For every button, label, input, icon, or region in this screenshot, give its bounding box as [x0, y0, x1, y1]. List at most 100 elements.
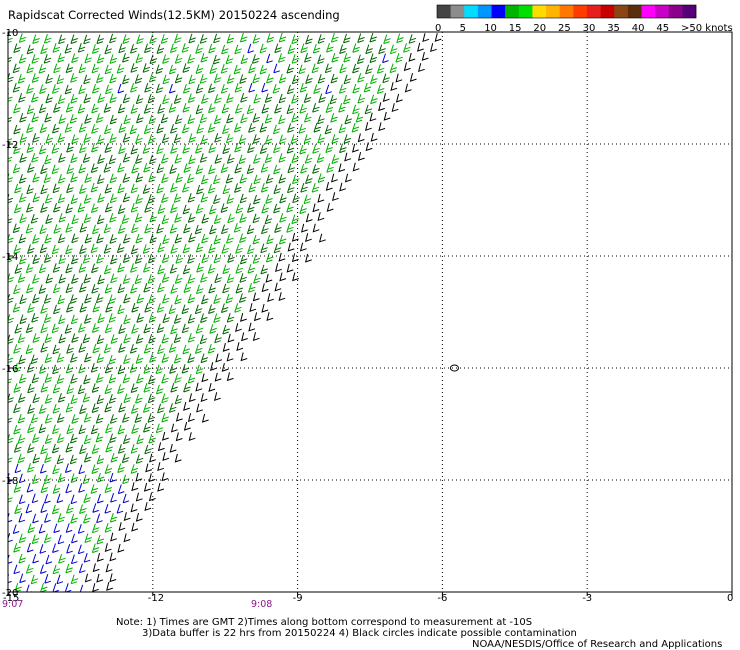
wind-barb	[291, 113, 299, 123]
wind-barb	[274, 223, 282, 233]
wind-barb	[222, 324, 230, 335]
wind-barb	[108, 313, 117, 323]
wind-barb	[339, 44, 347, 54]
wind-barb	[253, 194, 261, 205]
note-line-3: NOAA/NESDIS/Office of Research and Appli…	[472, 639, 722, 650]
wind-barb	[215, 353, 223, 363]
wind-barb	[8, 268, 9, 270]
wind-barb	[83, 434, 92, 445]
wind-barb	[57, 193, 66, 204]
wind-barb	[149, 154, 157, 165]
wind-barb	[122, 192, 131, 203]
wind-barb	[96, 394, 105, 405]
wind-barb	[357, 133, 365, 143]
wind-barb	[104, 523, 113, 533]
wind-barb	[201, 413, 209, 423]
wind-barb	[161, 333, 169, 344]
wind-barb	[408, 52, 416, 62]
wind-barb	[422, 33, 430, 43]
wind-barb	[318, 93, 326, 103]
colorbar-frame	[436, 4, 697, 19]
wind-barb	[162, 452, 170, 461]
wind-barb	[92, 224, 100, 235]
wind-barb	[304, 154, 313, 164]
wind-barb	[78, 163, 86, 174]
wind-barb	[70, 513, 78, 524]
wind-barb	[70, 73, 78, 83]
wind-barb	[326, 42, 334, 53]
wind-barb	[66, 544, 73, 554]
wind-barb	[51, 443, 60, 454]
wind-barb	[25, 323, 34, 334]
wind-barb	[91, 284, 99, 294]
wind-barb	[266, 312, 274, 321]
wind-barb	[12, 83, 21, 93]
colorbar-label: >50 knots	[681, 23, 733, 34]
wind-barb	[175, 254, 183, 264]
wind-barb	[8, 108, 9, 109]
wind-barb	[83, 133, 91, 143]
wind-barb	[325, 143, 333, 153]
wind-barb	[104, 124, 112, 135]
wind-barb	[239, 233, 247, 243]
lon-tick-label: -15	[3, 593, 19, 604]
wind-barb	[248, 182, 256, 193]
wind-barb	[117, 304, 125, 315]
wind-barb	[123, 533, 131, 543]
wind-barb	[142, 244, 151, 254]
wind-barb	[1, 44, 8, 53]
wind-barb	[70, 374, 78, 384]
wind-barb	[303, 134, 312, 144]
wind-barb	[104, 363, 113, 374]
wind-barb	[226, 194, 234, 204]
wind-barb	[96, 214, 105, 225]
wind-barb	[312, 164, 320, 174]
wind-barb	[18, 473, 26, 484]
wind-barb	[226, 74, 235, 84]
wind-barb	[64, 583, 72, 592]
wind-barb	[131, 163, 139, 174]
wind-barb	[199, 153, 208, 163]
wind-barb	[378, 102, 385, 112]
wind-barb	[240, 93, 248, 103]
wind-barb	[109, 33, 117, 44]
note-line-2: 3)Data buffer is 22 hrs from 20150224 4)…	[142, 628, 577, 639]
wind-barb	[70, 153, 78, 164]
wind-barb	[214, 94, 222, 104]
colorbar-label: 20	[533, 23, 546, 34]
wind-barb	[52, 564, 61, 575]
lon-tick-label: -9	[293, 593, 303, 604]
wind-barb	[79, 302, 87, 313]
wind-barb	[135, 492, 143, 502]
wind-barb	[220, 303, 229, 313]
wind-barb	[17, 73, 26, 84]
wind-barb	[364, 104, 373, 115]
wind-barb	[17, 434, 26, 444]
wind-barb	[8, 407, 9, 409]
wind-barb	[201, 253, 209, 264]
wind-barb	[266, 234, 274, 245]
wind-barb	[188, 74, 196, 85]
wind-barb	[109, 54, 118, 64]
wind-barb	[110, 493, 117, 503]
wind-barb	[51, 84, 60, 94]
wind-barb	[161, 472, 169, 482]
wind-barb	[123, 314, 131, 325]
wind-barb	[108, 394, 117, 404]
wind-barb	[104, 483, 113, 493]
wind-barb	[130, 203, 139, 213]
wind-barb	[298, 64, 307, 75]
wind-barb	[32, 274, 40, 284]
wind-barb	[148, 114, 157, 125]
wind-barb	[116, 64, 125, 74]
wind-barb	[65, 563, 73, 574]
wind-barb	[343, 94, 351, 105]
wind-barb	[389, 44, 398, 55]
wind-barb	[40, 323, 48, 334]
wind-barb	[175, 173, 183, 183]
wind-barb	[149, 453, 156, 463]
wind-barb	[134, 274, 143, 285]
wind-barb	[65, 102, 74, 113]
wind-barb	[213, 234, 222, 245]
wind-barb	[369, 53, 378, 63]
